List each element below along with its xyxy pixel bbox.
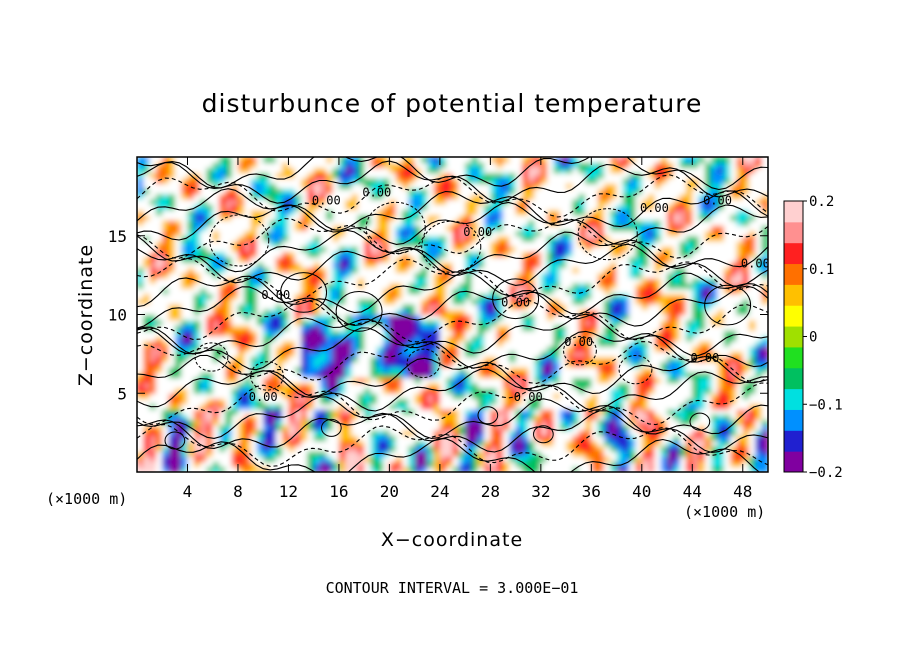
x-tick-label: 4 [183, 482, 193, 501]
x-tick-label: 44 [683, 482, 702, 501]
closed-contour [704, 284, 752, 326]
contour-label: 0.00 [249, 390, 278, 404]
colorbar-swatch [784, 409, 803, 431]
y-tick-label: 10 [108, 306, 127, 325]
x-unit-left: (×1000 m) [46, 490, 127, 508]
negative-contour [137, 174, 768, 218]
positive-contour [137, 243, 768, 287]
negative-contour [137, 341, 768, 384]
x-tick-label: 24 [430, 482, 449, 501]
x-tick-label: 36 [582, 482, 601, 501]
colorbar-swatch [784, 263, 803, 285]
contour-label: 0.00 [463, 225, 492, 239]
colorbar-ticks: 0.2 0.1 0 −0.1 −0.2 [803, 194, 843, 481]
plot-area: 0.00 0.00 0.00 0.00 0.00 0.00 0.00 0.00 0.00 0.00… [136, 156, 770, 473]
contour-label: 0.00 [312, 193, 341, 207]
closed-contour [194, 342, 229, 372]
positive-contour [137, 438, 761, 472]
colorbar-tick-label: 0.2 [809, 194, 834, 210]
colorbar-swatch [784, 451, 803, 473]
positive-contour [137, 396, 768, 440]
closed-contour [164, 431, 186, 450]
positive-contour [137, 410, 768, 454]
colorbar-swatch [784, 305, 803, 327]
positive-contour [137, 313, 768, 357]
closed-contour [209, 214, 270, 267]
temperature-field [137, 157, 768, 472]
negative-contour [137, 382, 768, 426]
colorbar-swatch [784, 326, 803, 348]
positive-contour [137, 354, 768, 397]
chart-title: disturbunce of potential temperature [202, 89, 703, 118]
x-tick-label: 48 [733, 482, 752, 501]
closed-contour [335, 291, 383, 332]
colorbar-swatches [784, 201, 803, 473]
contour-label: 0.00 [362, 185, 391, 199]
closed-contour [533, 425, 554, 444]
y-tick-label: 5 [117, 384, 127, 403]
x-tick-label: 12 [279, 482, 298, 501]
x-tick-label: 16 [329, 482, 348, 501]
contour-label: 0.00 [501, 296, 530, 310]
y-axis-label: Z−coordinate [75, 244, 97, 386]
x-tick-label: 32 [531, 482, 550, 501]
x-tick-label: 28 [481, 482, 500, 501]
colorbar: 0.2 0.1 0 −0.1 −0.2 [783, 194, 843, 481]
contour-label: 0.00 [564, 335, 593, 349]
colorbar-tick-label: −0.1 [809, 397, 843, 413]
positive-contour [137, 285, 768, 329]
closed-contour [321, 418, 342, 437]
contour-lines [137, 157, 768, 472]
negative-contour [137, 299, 768, 343]
colorbar-tick-label: 0 [809, 330, 817, 346]
colorbar-swatch [784, 201, 803, 223]
negative-contour [137, 218, 768, 259]
contour-label: 0.00 [741, 256, 770, 270]
closed-contour [421, 220, 482, 273]
contour-label: 0.00 [261, 288, 290, 302]
y-axis: 5 10 15 [108, 227, 768, 403]
y-tick-label: 15 [108, 227, 127, 246]
closed-contour [406, 348, 441, 379]
colorbar-swatch [784, 284, 803, 306]
x-unit-right: (×1000 m) [684, 503, 765, 521]
closed-contour [280, 272, 328, 313]
x-tick-label: 20 [380, 482, 399, 501]
positive-contour [137, 271, 768, 315]
colorbar-tick-label: 0.1 [809, 262, 834, 278]
closed-contour [477, 406, 499, 425]
contour-label: 0.00 [703, 193, 732, 207]
colorbar-tick-label: −0.2 [809, 465, 843, 481]
contour-label: 0.00 [640, 201, 669, 215]
closed-contour [689, 412, 711, 431]
positive-contour [137, 188, 768, 231]
contour-interval-footer: CONTOUR INTERVAL = 3.000E−01 [326, 579, 579, 597]
closed-contour [365, 201, 426, 254]
positive-contour [137, 368, 768, 412]
positive-contour [137, 327, 768, 371]
colorbar-swatch [784, 221, 803, 244]
positive-contour [137, 160, 768, 204]
closed-contour [563, 336, 597, 366]
closed-contour [618, 354, 653, 385]
contour-labels: 0.00 0.00 0.00 0.00 0.00 0.00 0.00 0.00 0.00 0.00… [249, 185, 770, 404]
colorbar-swatch [784, 367, 803, 390]
positive-contour [137, 157, 768, 191]
x-axis: 4 8 12 16 20 24 28 32 36 40 44 48 [183, 157, 752, 501]
colorbar-swatch [784, 388, 803, 410]
colorbar-swatch [784, 430, 803, 452]
x-axis-label: X−coordinate [381, 529, 523, 551]
x-tick-label: 40 [632, 482, 651, 501]
x-tick-label: 8 [233, 482, 243, 501]
colorbar-swatch [784, 242, 803, 265]
contour-label: 0.00 [690, 351, 719, 365]
closed-contour [577, 208, 638, 261]
contour-label: 0.00 [514, 390, 543, 404]
closed-contour [250, 361, 284, 391]
colorbar-swatch [784, 346, 803, 369]
closed-contour [492, 278, 540, 320]
